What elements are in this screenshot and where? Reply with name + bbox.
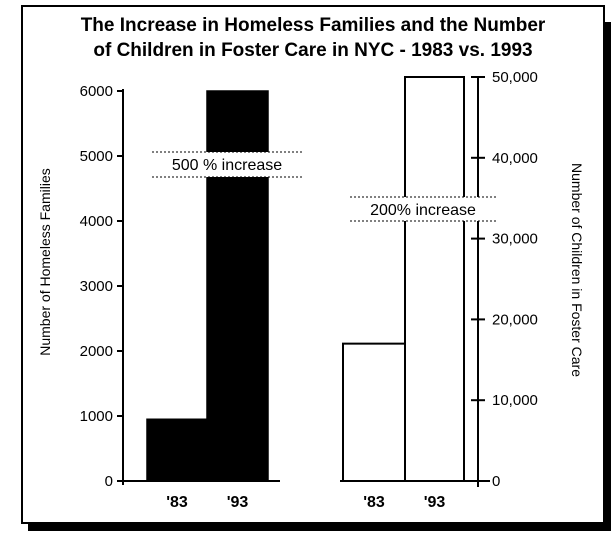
right-y-tick-label: 20,000 [492,311,538,328]
right-y-tick-label: 50,000 [492,69,538,86]
left-y-tick-label: 2000 [80,343,113,360]
right-y-tick-label: 30,000 [492,231,538,248]
right-y-tick-label: 0 [492,473,500,490]
left-category-label: '83 [166,494,188,511]
left-y-tick-label: 1000 [80,408,113,425]
left-y-tick-label: 5000 [80,148,113,165]
right-y-tick-label: 40,000 [492,150,538,167]
left-annotation-box [152,152,302,177]
right-y-tick-label: 10,000 [492,392,538,409]
left-y-axis-title: Number of Homeless Families [37,168,53,356]
right-category-label: '83 [363,494,385,511]
right-chart: 0 10,000 20,000 30,000 40,000 50,000 '83 '93 200… [340,69,538,511]
chart-title-line-2: of Children in Foster Care in NYC - 1983… [93,40,532,61]
left-y-tick-label: 6000 [80,83,113,100]
chart-title-line-1: The Increase in Homeless Families and th… [81,15,546,36]
right-bar-83 [342,342,406,483]
frame-border [21,5,605,524]
left-bar-83 [146,418,208,482]
right-y-axis-title: Number of Children in Foster Care [569,163,585,377]
left-chart: 0 1000 2000 3000 4000 5000 6000 '83 '93 500 % inc… [80,83,302,511]
right-category-label: '93 [424,494,446,511]
left-y-tick-label: 0 [105,473,113,490]
left-annotation: 500 % increase [172,157,282,174]
left-y-tick-label: 4000 [80,213,113,230]
right-annotation: 200% increase [370,202,476,219]
left-y-tick-label: 3000 [80,278,113,295]
right-bar-93 [404,76,465,482]
left-bar-93 [206,90,269,482]
right-annotation-box [348,197,498,221]
left-category-label: '93 [227,494,249,511]
